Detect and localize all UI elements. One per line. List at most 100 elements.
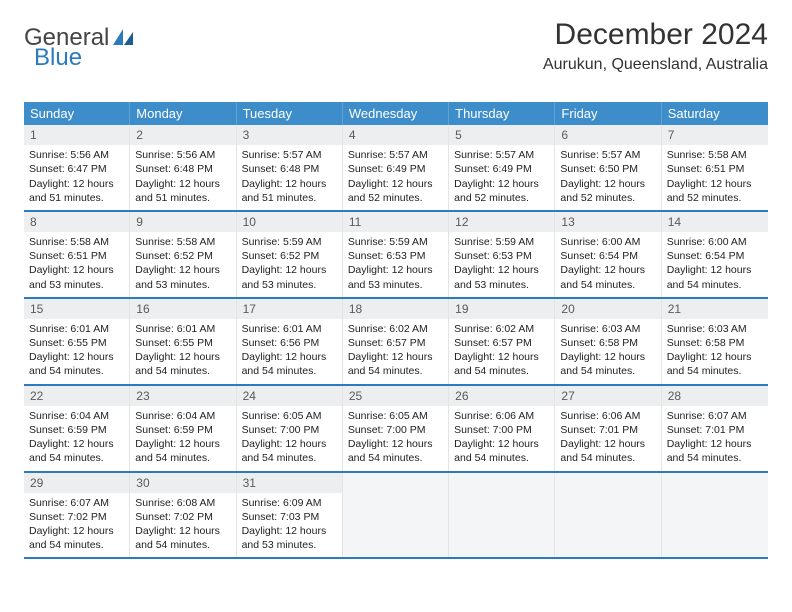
day-cell: 8Sunrise: 5:58 AMSunset: 6:51 PMDaylight… (24, 212, 130, 297)
daylight-text: Daylight: 12 hours and 54 minutes. (560, 263, 655, 291)
empty-day-cell (555, 473, 661, 558)
sunset-text: Sunset: 6:47 PM (29, 162, 124, 176)
day-cell: 11Sunrise: 5:59 AMSunset: 6:53 PMDayligh… (343, 212, 449, 297)
day-body: Sunrise: 6:02 AMSunset: 6:57 PMDaylight:… (343, 319, 448, 384)
week-row: 29Sunrise: 6:07 AMSunset: 7:02 PMDayligh… (24, 473, 768, 560)
sunset-text: Sunset: 6:48 PM (135, 162, 230, 176)
sunset-text: Sunset: 6:54 PM (560, 249, 655, 263)
sunrise-text: Sunrise: 6:05 AM (348, 409, 443, 423)
daylight-text: Daylight: 12 hours and 54 minutes. (29, 437, 124, 465)
day-number: 5 (449, 125, 554, 145)
daylight-text: Daylight: 12 hours and 53 minutes. (29, 263, 124, 291)
day-number: 8 (24, 212, 129, 232)
sunrise-text: Sunrise: 6:03 AM (560, 322, 655, 336)
day-cell: 23Sunrise: 6:04 AMSunset: 6:59 PMDayligh… (130, 386, 236, 471)
sunrise-text: Sunrise: 6:02 AM (348, 322, 443, 336)
daylight-text: Daylight: 12 hours and 54 minutes. (348, 437, 443, 465)
day-body: Sunrise: 6:01 AMSunset: 6:56 PMDaylight:… (237, 319, 342, 384)
sunrise-text: Sunrise: 6:00 AM (560, 235, 655, 249)
day-number: 6 (555, 125, 660, 145)
day-number: 27 (555, 386, 660, 406)
day-body: Sunrise: 6:05 AMSunset: 7:00 PMDaylight:… (237, 406, 342, 471)
day-number: 16 (130, 299, 235, 319)
day-number: 18 (343, 299, 448, 319)
daylight-text: Daylight: 12 hours and 54 minutes. (135, 524, 230, 552)
daylight-text: Daylight: 12 hours and 52 minutes. (348, 177, 443, 205)
day-body: Sunrise: 5:57 AMSunset: 6:48 PMDaylight:… (237, 145, 342, 210)
daylight-text: Daylight: 12 hours and 52 minutes. (560, 177, 655, 205)
day-cell: 28Sunrise: 6:07 AMSunset: 7:01 PMDayligh… (662, 386, 768, 471)
day-body: Sunrise: 6:04 AMSunset: 6:59 PMDaylight:… (24, 406, 129, 471)
sunset-text: Sunset: 6:58 PM (560, 336, 655, 350)
day-cell: 15Sunrise: 6:01 AMSunset: 6:55 PMDayligh… (24, 299, 130, 384)
day-cell: 6Sunrise: 5:57 AMSunset: 6:50 PMDaylight… (555, 125, 661, 210)
daylight-text: Daylight: 12 hours and 54 minutes. (135, 350, 230, 378)
sunset-text: Sunset: 6:52 PM (135, 249, 230, 263)
day-cell: 21Sunrise: 6:03 AMSunset: 6:58 PMDayligh… (662, 299, 768, 384)
day-body: Sunrise: 5:57 AMSunset: 6:49 PMDaylight:… (343, 145, 448, 210)
day-body: Sunrise: 6:03 AMSunset: 6:58 PMDaylight:… (662, 319, 768, 384)
sunrise-text: Sunrise: 6:04 AM (135, 409, 230, 423)
empty-day-cell (662, 473, 768, 558)
daylight-text: Daylight: 12 hours and 54 minutes. (135, 437, 230, 465)
day-body: Sunrise: 5:57 AMSunset: 6:50 PMDaylight:… (555, 145, 660, 210)
sunrise-text: Sunrise: 5:58 AM (667, 148, 763, 162)
dow-sunday: Sunday (24, 102, 130, 125)
day-cell: 22Sunrise: 6:04 AMSunset: 6:59 PMDayligh… (24, 386, 130, 471)
sunset-text: Sunset: 7:01 PM (667, 423, 763, 437)
day-body: Sunrise: 5:58 AMSunset: 6:52 PMDaylight:… (130, 232, 235, 297)
daylight-text: Daylight: 12 hours and 53 minutes. (242, 263, 337, 291)
sunset-text: Sunset: 7:00 PM (454, 423, 549, 437)
empty-day-cell (343, 473, 449, 558)
daylight-text: Daylight: 12 hours and 54 minutes. (29, 350, 124, 378)
sunrise-text: Sunrise: 5:58 AM (135, 235, 230, 249)
day-body: Sunrise: 6:05 AMSunset: 7:00 PMDaylight:… (343, 406, 448, 471)
dow-header-row: Sunday Monday Tuesday Wednesday Thursday… (24, 102, 768, 125)
daylight-text: Daylight: 12 hours and 54 minutes. (242, 437, 337, 465)
day-number: 24 (237, 386, 342, 406)
sunset-text: Sunset: 6:52 PM (242, 249, 337, 263)
day-number: 11 (343, 212, 448, 232)
sunrise-text: Sunrise: 6:07 AM (29, 496, 124, 510)
day-number: 30 (130, 473, 235, 493)
day-body: Sunrise: 6:01 AMSunset: 6:55 PMDaylight:… (130, 319, 235, 384)
sunset-text: Sunset: 6:57 PM (348, 336, 443, 350)
day-body: Sunrise: 5:59 AMSunset: 6:53 PMDaylight:… (449, 232, 554, 297)
sunrise-text: Sunrise: 5:57 AM (454, 148, 549, 162)
day-body: Sunrise: 6:09 AMSunset: 7:03 PMDaylight:… (237, 493, 342, 558)
dow-wednesday: Wednesday (343, 102, 449, 125)
day-number: 19 (449, 299, 554, 319)
day-body: Sunrise: 6:01 AMSunset: 6:55 PMDaylight:… (24, 319, 129, 384)
sunrise-text: Sunrise: 6:06 AM (454, 409, 549, 423)
empty-day-cell (449, 473, 555, 558)
day-number: 25 (343, 386, 448, 406)
day-cell: 14Sunrise: 6:00 AMSunset: 6:54 PMDayligh… (662, 212, 768, 297)
day-number: 17 (237, 299, 342, 319)
day-cell: 24Sunrise: 6:05 AMSunset: 7:00 PMDayligh… (237, 386, 343, 471)
brand-word-2: Blue (34, 44, 82, 72)
day-cell: 19Sunrise: 6:02 AMSunset: 6:57 PMDayligh… (449, 299, 555, 384)
weeks-container: 1Sunrise: 5:56 AMSunset: 6:47 PMDaylight… (24, 125, 768, 559)
sunset-text: Sunset: 7:00 PM (348, 423, 443, 437)
sunrise-text: Sunrise: 6:01 AM (242, 322, 337, 336)
sunset-text: Sunset: 7:00 PM (242, 423, 337, 437)
day-body: Sunrise: 6:02 AMSunset: 6:57 PMDaylight:… (449, 319, 554, 384)
day-body: Sunrise: 5:57 AMSunset: 6:49 PMDaylight:… (449, 145, 554, 210)
day-number: 22 (24, 386, 129, 406)
day-body: Sunrise: 5:58 AMSunset: 6:51 PMDaylight:… (24, 232, 129, 297)
sunset-text: Sunset: 6:53 PM (454, 249, 549, 263)
day-cell: 17Sunrise: 6:01 AMSunset: 6:56 PMDayligh… (237, 299, 343, 384)
sunset-text: Sunset: 7:03 PM (242, 510, 337, 524)
daylight-text: Daylight: 12 hours and 53 minutes. (454, 263, 549, 291)
daylight-text: Daylight: 12 hours and 54 minutes. (667, 350, 763, 378)
day-body: Sunrise: 6:07 AMSunset: 7:01 PMDaylight:… (662, 406, 768, 471)
day-body: Sunrise: 6:00 AMSunset: 6:54 PMDaylight:… (555, 232, 660, 297)
daylight-text: Daylight: 12 hours and 54 minutes. (348, 350, 443, 378)
week-row: 22Sunrise: 6:04 AMSunset: 6:59 PMDayligh… (24, 386, 768, 473)
sunset-text: Sunset: 6:54 PM (667, 249, 763, 263)
sunset-text: Sunset: 6:53 PM (348, 249, 443, 263)
day-body: Sunrise: 6:08 AMSunset: 7:02 PMDaylight:… (130, 493, 235, 558)
sunrise-text: Sunrise: 6:04 AM (29, 409, 124, 423)
sunset-text: Sunset: 6:58 PM (667, 336, 763, 350)
day-number: 2 (130, 125, 235, 145)
